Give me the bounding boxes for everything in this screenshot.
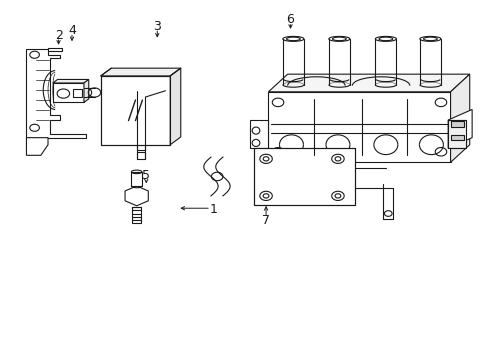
Bar: [137, 108, 145, 115]
Bar: [137, 135, 145, 141]
Polygon shape: [268, 92, 449, 162]
Text: 3: 3: [153, 20, 161, 33]
Bar: [73, 89, 81, 97]
Polygon shape: [101, 68, 181, 76]
Bar: [137, 126, 145, 132]
Bar: [254, 148, 354, 205]
Polygon shape: [53, 83, 84, 102]
Polygon shape: [170, 68, 181, 145]
Polygon shape: [447, 109, 471, 148]
Text: 2: 2: [55, 29, 62, 42]
Text: 5: 5: [142, 169, 150, 182]
Polygon shape: [254, 148, 354, 205]
Bar: [137, 153, 145, 159]
Text: 7: 7: [262, 214, 269, 227]
Polygon shape: [53, 80, 89, 83]
Polygon shape: [134, 78, 165, 95]
Text: 4: 4: [68, 23, 76, 37]
Text: 1: 1: [209, 203, 217, 216]
Polygon shape: [250, 120, 268, 148]
Polygon shape: [48, 48, 62, 51]
Polygon shape: [101, 76, 170, 145]
Bar: [137, 100, 145, 106]
Bar: [137, 144, 145, 150]
Bar: [449, 135, 463, 140]
Bar: [447, 120, 466, 148]
Polygon shape: [125, 186, 148, 206]
Polygon shape: [84, 80, 89, 102]
Polygon shape: [26, 49, 86, 138]
Text: 6: 6: [286, 13, 294, 26]
Bar: [101, 76, 170, 145]
Polygon shape: [26, 138, 48, 155]
Bar: [131, 172, 142, 186]
Bar: [449, 121, 463, 127]
Bar: [137, 117, 145, 123]
Bar: [132, 207, 141, 223]
Polygon shape: [449, 74, 469, 162]
Polygon shape: [268, 74, 469, 92]
